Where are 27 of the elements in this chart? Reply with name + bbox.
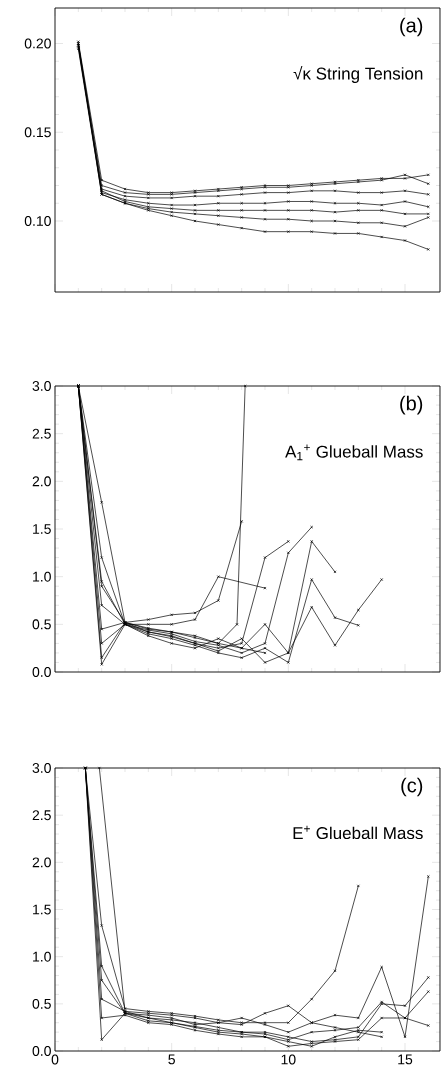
y-tick-label: 0.0 — [32, 1046, 51, 1056]
y-tick-label: 2.0 — [32, 857, 51, 868]
y-tick-label: 0.15 — [24, 127, 51, 138]
x-tick-label: 15 — [398, 1054, 413, 1065]
y-tick-label: 2.5 — [32, 428, 51, 439]
y-tick-label: 1.0 — [33, 571, 51, 582]
annotation: (b) — [400, 395, 423, 415]
y-tick-label: 1.5 — [33, 904, 51, 915]
x-tick-label: 10 — [281, 1054, 296, 1065]
y-tick-label: 0.20 — [24, 38, 51, 49]
annotation: (c) — [401, 777, 423, 797]
annotation: A$_{1}$$^{+}$ Glueball Mass — [285, 444, 423, 461]
y-tick-label: 0.0 — [32, 667, 51, 677]
annotation: (a) — [400, 17, 423, 37]
y-tick-label: 3.0 — [32, 381, 51, 391]
y-tick-label: 0.10 — [24, 216, 51, 226]
y-tick-label: 2.0 — [32, 476, 51, 487]
y-tick-label: 0.5 — [32, 619, 51, 630]
y-tick-label: 2.5 — [32, 810, 51, 821]
y-tick-label: 0.5 — [32, 998, 51, 1009]
x-tick-label: 0 — [51, 1054, 59, 1065]
x-tick-label: 5 — [168, 1054, 175, 1065]
annotation: √κ String Tension — [293, 66, 423, 83]
y-tick-label: 1.5 — [33, 524, 51, 534]
annotation: E$^{+}$ Glueball Mass — [293, 825, 423, 840]
y-tick-label: 1.0 — [33, 951, 51, 962]
y-tick-label: 3.0 — [32, 763, 51, 773]
